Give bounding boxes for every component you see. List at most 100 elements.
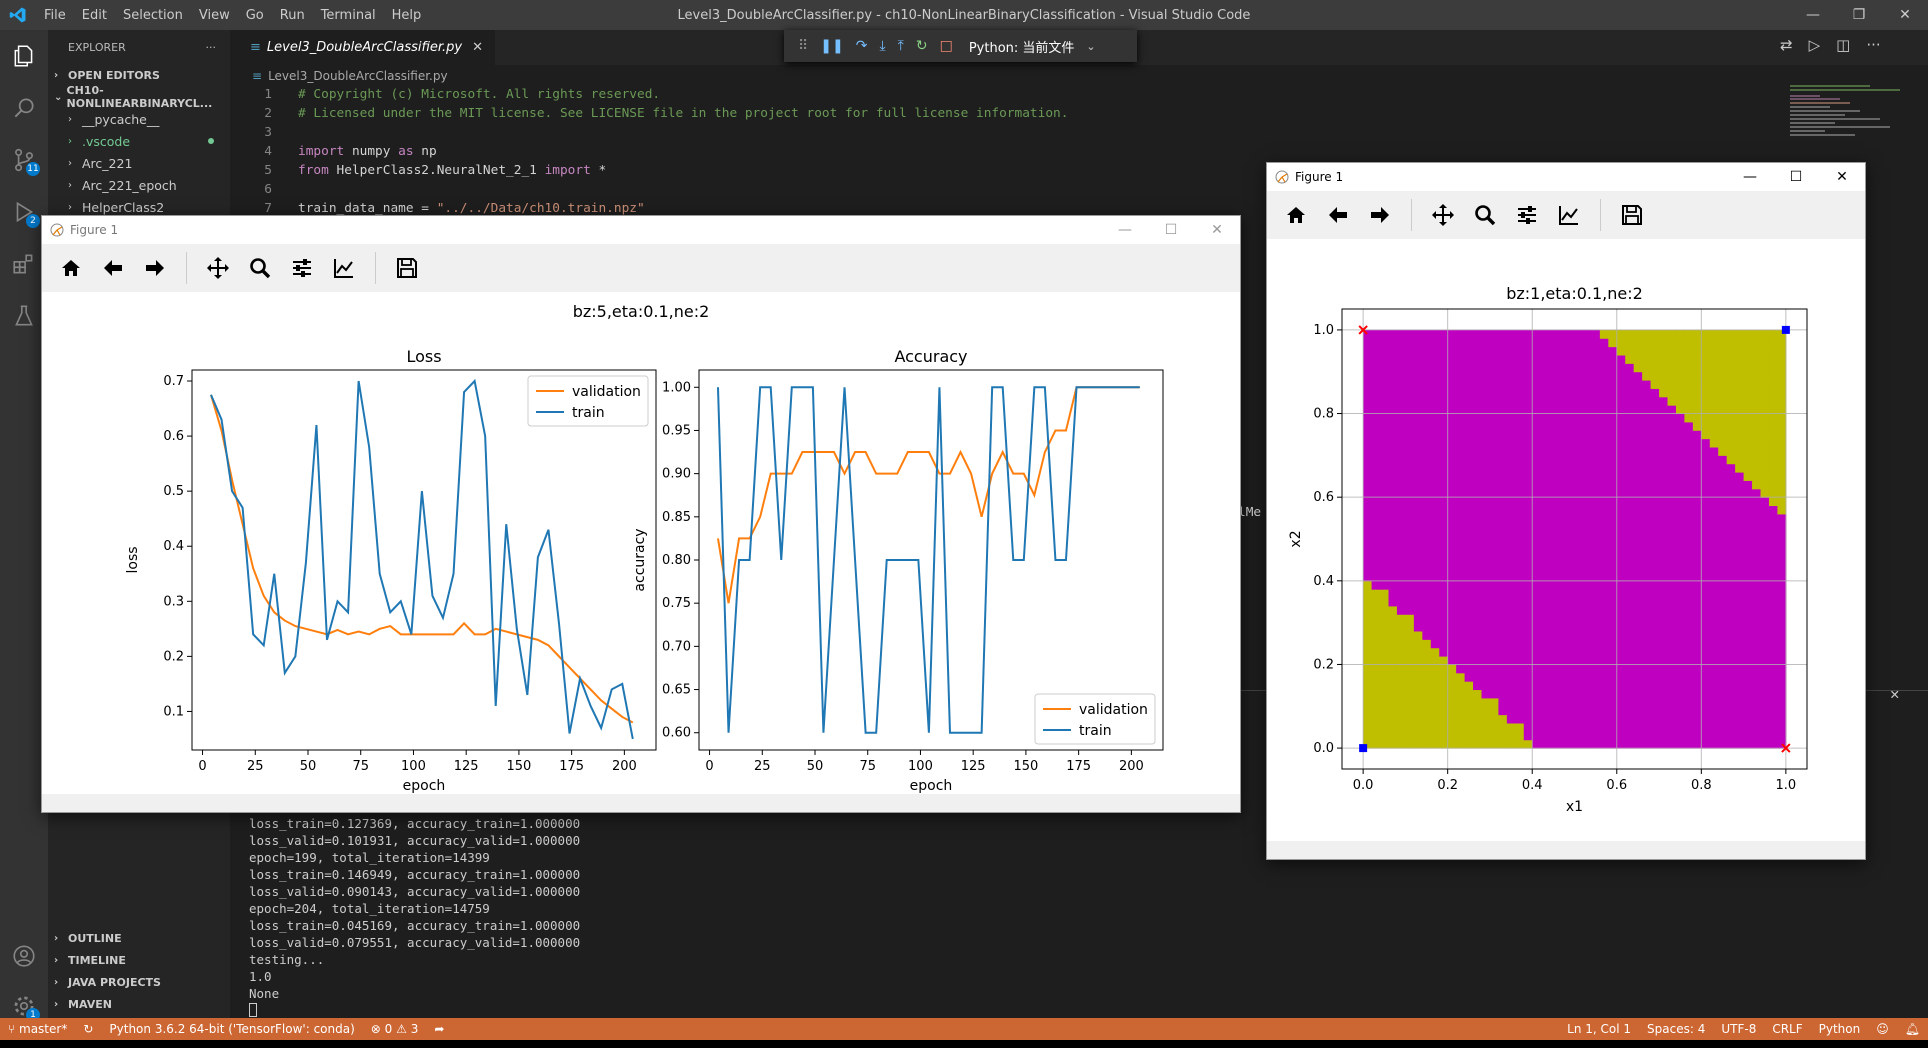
maximize-icon[interactable]: ☐ <box>1789 169 1803 185</box>
run-file-icon[interactable]: ▷ <box>1808 36 1821 54</box>
heatmap-cell <box>1718 572 1728 582</box>
restart-icon[interactable]: ↻ <box>915 38 928 54</box>
live-share-icon[interactable]: ➦ <box>434 1022 445 1036</box>
drag-handle-icon[interactable]: ⠿ <box>798 38 809 54</box>
step-out-icon[interactable]: ⤒ <box>897 38 904 54</box>
menu-view[interactable]: View <box>198 7 230 23</box>
panel-close-icon[interactable]: ✕ <box>1889 687 1900 702</box>
zoom-magnifier-icon[interactable] <box>242 250 278 286</box>
close-icon[interactable]: ✕ <box>1211 222 1223 238</box>
sync-icon[interactable]: ↻ <box>83 1022 94 1036</box>
menu-go[interactable]: Go <box>245 7 264 23</box>
cursor-position[interactable]: Ln 1, Col 1 <box>1567 1022 1632 1036</box>
heatmap-cell <box>1447 631 1457 640</box>
code-view[interactable]: 1 # Copyright (c) Microsoft. All rights r… <box>230 87 1068 220</box>
breadcrumb[interactable]: ≡ Level3_DoubleArcClassifier.py <box>230 65 1928 87</box>
minimap[interactable] <box>1790 85 1910 145</box>
tree-item-helperclass2[interactable]: › HelperClass2 <box>48 196 230 218</box>
heatmap-cell <box>1405 605 1415 615</box>
maven-section[interactable]: › MAVEN <box>48 993 230 1015</box>
edit-axes-icon[interactable] <box>1551 197 1587 233</box>
minimize-icon[interactable]: — <box>1806 7 1820 23</box>
pause-icon[interactable]: ❚❚ <box>820 38 844 54</box>
heatmap-cell <box>1557 472 1567 481</box>
back-arrow-icon[interactable] <box>95 250 131 286</box>
branch-status[interactable]: ⑂ master* <box>0 1022 75 1036</box>
testing-flask-icon[interactable] <box>0 290 48 342</box>
tab-close-icon[interactable]: ✕ <box>472 40 484 55</box>
heatmap-cell <box>1388 547 1398 557</box>
menu-selection[interactable]: Selection <box>122 7 183 23</box>
split-editor-icon[interactable]: ◫ <box>1836 36 1851 54</box>
edit-axes-icon[interactable] <box>326 250 362 286</box>
heatmap-cell <box>1599 605 1609 615</box>
zoom-magnifier-icon[interactable] <box>1467 197 1503 233</box>
language-mode[interactable]: Python <box>1818 1022 1861 1036</box>
minimize-icon[interactable]: — <box>1118 222 1132 238</box>
heatmap-cell <box>1456 580 1466 590</box>
maximize-icon[interactable]: ☐ <box>1164 222 1178 238</box>
chevron-down-icon[interactable]: ⌄ <box>1086 39 1096 53</box>
close-icon[interactable]: ✕ <box>1836 169 1848 185</box>
forward-arrow-icon[interactable] <box>1362 197 1398 233</box>
run-debug-icon[interactable]: 2 <box>0 186 48 238</box>
compare-changes-icon[interactable]: ⇄ <box>1780 36 1793 54</box>
menu-file[interactable]: File <box>44 7 66 23</box>
subplots-config-icon[interactable] <box>1509 197 1545 233</box>
minimize-icon[interactable]: — <box>1743 169 1757 185</box>
save-figure-icon[interactable] <box>1614 197 1650 233</box>
restore-icon[interactable]: ❐ <box>1852 7 1866 23</box>
menu-edit[interactable]: Edit <box>81 7 107 23</box>
heatmap-cell <box>1439 681 1449 691</box>
tree-item-vscode[interactable]: › .vscode <box>48 130 230 152</box>
account-icon[interactable] <box>0 930 48 982</box>
more-actions-button[interactable]: ··· <box>205 40 217 54</box>
forward-arrow-icon[interactable] <box>137 250 173 286</box>
stop-icon[interactable]: □ <box>939 38 953 54</box>
debug-config-select[interactable]: Python: 当前文件 <box>968 40 1075 56</box>
menu-run[interactable]: Run <box>279 7 305 23</box>
back-arrow-icon[interactable] <box>1320 197 1356 233</box>
menu-help[interactable]: Help <box>391 7 422 23</box>
decision-boundary-canvas[interactable]: bz:1,eta:0.1,ne:20.0 0.2 0.4 0.6 0.8 1.00.00.… <box>1267 239 1865 839</box>
encoding[interactable]: UTF-8 <box>1721 1022 1757 1036</box>
heatmap-cell <box>1456 697 1466 707</box>
close-icon[interactable]: ✕ <box>1899 7 1911 23</box>
step-into-icon[interactable]: ⤓ <box>879 38 886 54</box>
tree-item-arc-221-epoch[interactable]: › Arc_221_epoch <box>48 174 230 196</box>
heatmap-cell <box>1396 572 1406 582</box>
heatmap-cell <box>1498 413 1508 423</box>
editor-tab[interactable]: ≡ Level3_DoubleArcClassifier.py ✕ <box>230 30 496 65</box>
problems-status[interactable]: ⊗ 0 ⚠ 3 <box>363 1022 427 1036</box>
save-figure-icon[interactable] <box>389 250 425 286</box>
menu-terminal[interactable]: Terminal <box>320 7 376 23</box>
pan-move-icon[interactable] <box>200 250 236 286</box>
java-projects-section[interactable]: › JAVA PROJECTS <box>48 971 230 993</box>
pan-move-icon[interactable] <box>1425 197 1461 233</box>
tree-item-pycache[interactable]: › __pycache__ <box>48 108 230 130</box>
outline-section[interactable]: › OUTLINE <box>48 927 230 949</box>
search-icon[interactable] <box>0 82 48 134</box>
indentation[interactable]: Spaces: 4 <box>1647 1022 1706 1036</box>
timeline-section[interactable]: › TIMELINE <box>48 949 230 971</box>
open-editors-section[interactable]: › OPEN EDITORS <box>48 64 230 86</box>
feedback-icon[interactable]: ☺ <box>1876 1022 1889 1036</box>
end-of-line[interactable]: CRLF <box>1772 1022 1803 1036</box>
source-control-icon[interactable]: 11 <box>0 134 48 186</box>
home-icon[interactable] <box>53 250 89 286</box>
home-icon[interactable] <box>1278 197 1314 233</box>
heatmap-cell <box>1692 480 1702 490</box>
explorer-icon[interactable] <box>0 30 48 82</box>
project-section[interactable]: ⌄ CH10-NONLINEARBINARYCL... <box>48 84 230 110</box>
chart-title: Accuracy <box>894 347 967 366</box>
subplots-config-icon[interactable] <box>284 250 320 286</box>
tree-item-arc-221[interactable]: › Arc_221 <box>48 152 230 174</box>
step-over-icon[interactable]: ↷ <box>855 38 868 54</box>
heatmap-cell <box>1489 697 1499 707</box>
heatmap-cell <box>1650 421 1660 431</box>
more-actions-icon[interactable]: ··· <box>1866 36 1881 54</box>
python-interpreter[interactable]: Python 3.6.2 64-bit ('TensorFlow': conda… <box>109 1022 355 1036</box>
notifications-bell-icon[interactable]: 🔔︎ <box>1904 1022 1920 1036</box>
extensions-icon[interactable] <box>0 238 48 290</box>
